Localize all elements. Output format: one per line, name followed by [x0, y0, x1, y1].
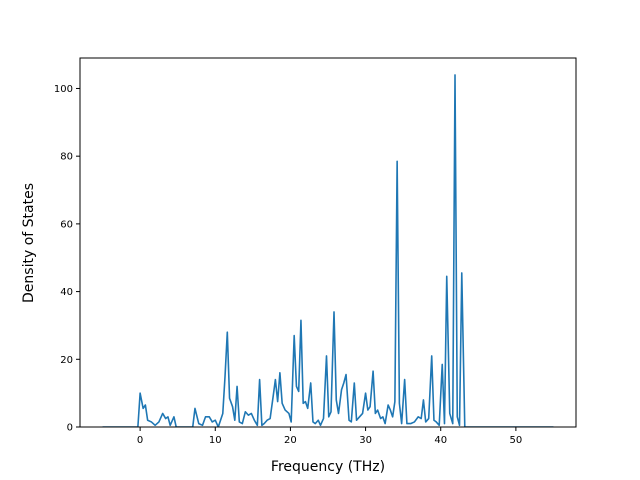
x-tick-label: 20 — [284, 435, 297, 446]
y-axis-title: Density of States — [21, 183, 37, 303]
x-tick-label: 10 — [209, 435, 222, 446]
x-tick-label: 50 — [510, 435, 523, 446]
y-tick-label: 0 — [67, 423, 73, 434]
y-tick-label: 100 — [54, 84, 73, 95]
y-tick-label: 60 — [60, 219, 73, 230]
dos-series-line — [102, 74, 554, 427]
y-tick-label: 20 — [60, 355, 73, 366]
x-tick-label: 0 — [137, 435, 143, 446]
axes-frame — [79, 57, 577, 428]
x-tick-label: 40 — [434, 435, 447, 446]
y-tick-label: 40 — [60, 287, 73, 298]
x-tick-label: 30 — [359, 435, 372, 446]
plot-area — [102, 74, 554, 427]
x-axis-ticks: 0 10 20 30 40 50 — [137, 427, 522, 446]
y-axis-ticks: 0 20 40 60 80 100 — [54, 84, 80, 434]
y-tick-label: 80 — [60, 152, 73, 163]
x-axis-title: Frequency (THz) — [271, 459, 385, 475]
